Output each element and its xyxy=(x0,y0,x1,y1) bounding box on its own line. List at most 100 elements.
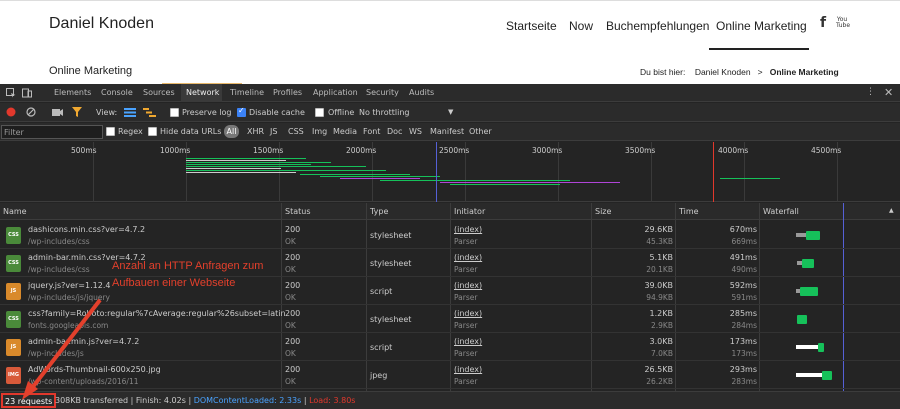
col-status[interactable]: Status xyxy=(285,207,311,216)
filter-css[interactable]: CSS xyxy=(288,127,304,136)
table-row[interactable]: IMG AdWords-Thumbnail-600x250.jpg /wp-co… xyxy=(0,361,900,389)
column-divider[interactable] xyxy=(759,203,760,391)
chevron-down-icon[interactable]: ▼ xyxy=(448,108,454,116)
regex-checkbox[interactable] xyxy=(106,127,115,136)
filter-all[interactable]: All xyxy=(224,125,239,138)
table-row[interactable]: CSS dashicons.min.css?ver=4.7.2 /wp-incl… xyxy=(0,221,900,249)
tab-application[interactable]: Application xyxy=(313,88,358,97)
col-time[interactable]: Time xyxy=(679,207,699,216)
tab-timeline[interactable]: Timeline xyxy=(230,88,265,97)
js-file-icon: JS xyxy=(6,283,21,300)
table-row[interactable]: CSS css?family=Roboto:regular%7cAverage:… xyxy=(0,305,900,333)
col-initiator[interactable]: Initiator xyxy=(454,207,486,216)
col-name[interactable]: Name xyxy=(3,207,27,216)
col-type[interactable]: Type xyxy=(370,207,389,216)
offline-checkbox[interactable] xyxy=(315,108,324,117)
col-waterfall[interactable]: Waterfall xyxy=(763,207,799,216)
request-bar xyxy=(186,172,296,173)
sort-arrow-icon[interactable]: ▲ xyxy=(889,207,894,214)
initiator-link[interactable]: (index) xyxy=(454,281,483,290)
initiator-link[interactable]: (index) xyxy=(454,253,483,262)
tab-network[interactable]: Network xyxy=(186,88,220,97)
timeline-overview[interactable]: 500ms 1000ms 1500ms 2000ms 2500ms 3000ms… xyxy=(0,142,900,202)
gridline xyxy=(651,142,652,202)
hide-data-urls-checkbox[interactable] xyxy=(148,127,157,136)
request-path: /wp-includes/css xyxy=(28,237,90,246)
nav-item-now[interactable]: Now xyxy=(569,19,594,33)
device-mode-icon[interactable] xyxy=(22,88,32,98)
youtube-icon[interactable]: You Tube xyxy=(836,16,851,29)
tick-label: 3000ms xyxy=(532,146,563,155)
column-divider[interactable] xyxy=(675,203,676,391)
tick-label: 1000ms xyxy=(160,146,191,155)
record-icon[interactable] xyxy=(6,107,16,117)
image-file-icon: IMG xyxy=(6,367,21,384)
col-size[interactable]: Size xyxy=(595,207,612,216)
time-total: 592ms xyxy=(729,281,757,290)
initiator-link[interactable]: (index) xyxy=(454,309,483,318)
size-resource: 20.1KB xyxy=(646,265,673,274)
nav-item-startseite[interactable]: Startseite xyxy=(506,19,557,33)
filter-img[interactable]: Img xyxy=(312,127,328,136)
tab-profiles[interactable]: Profiles xyxy=(273,88,303,97)
preserve-log-checkbox[interactable] xyxy=(170,108,179,117)
initiator-sub: Parser xyxy=(454,237,478,246)
size-resource: 2.9KB xyxy=(651,321,673,330)
status-text: OK xyxy=(285,293,296,302)
waterfall-wait-bar xyxy=(796,373,822,377)
initiator-sub: Parser xyxy=(454,293,478,302)
filter-js[interactable]: JS xyxy=(270,127,278,136)
size-resource: 94.9KB xyxy=(646,293,673,302)
tab-elements[interactable]: Elements xyxy=(54,88,92,97)
filter-manifest[interactable]: Manifest xyxy=(430,127,465,136)
facebook-icon[interactable]: f xyxy=(820,15,827,31)
annotation-line2: Aufbauen einer Webseite xyxy=(112,277,236,289)
filter-other[interactable]: Other xyxy=(469,127,492,136)
nav-item-buchempfehlungen[interactable]: Buchempfehlungen xyxy=(606,19,710,33)
disable-cache-checkbox[interactable] xyxy=(237,106,246,117)
column-divider[interactable] xyxy=(450,203,451,391)
table-row[interactable]: JS admin-bar.min.js?ver=4.7.2 /wp-includ… xyxy=(0,333,900,361)
column-divider[interactable] xyxy=(591,203,592,391)
request-name: admin-bar.min.css?ver=4.7.2 xyxy=(28,253,146,262)
throttling-select[interactable]: No throttling xyxy=(359,108,410,117)
time-latency: 490ms xyxy=(731,265,757,274)
initiator-link[interactable]: (index) xyxy=(454,365,483,374)
initiator-link[interactable]: (index) xyxy=(454,337,483,346)
request-name: dashicons.min.css?ver=4.7.2 xyxy=(28,225,146,234)
filter-xhr[interactable]: XHR xyxy=(247,127,265,136)
tab-console[interactable]: Console xyxy=(101,88,133,97)
tab-sources[interactable]: Sources xyxy=(143,88,175,97)
clear-icon[interactable] xyxy=(26,107,36,117)
column-divider[interactable] xyxy=(366,203,367,391)
devtools-panel: Elements Console Sources Network Timelin… xyxy=(0,84,900,409)
table-row[interactable]: CSS admin-bar.min.css?ver=4.7.2 /wp-incl… xyxy=(0,249,900,277)
column-divider[interactable] xyxy=(281,203,282,391)
breadcrumb-home[interactable]: Daniel Knoden xyxy=(694,67,751,77)
waterfall-view-icon[interactable] xyxy=(143,108,156,117)
filter-input[interactable]: Filter xyxy=(1,125,103,139)
site-logo[interactable]: Daniel Knoden xyxy=(49,15,154,32)
inspect-element-icon[interactable] xyxy=(6,88,16,98)
devtools-tabbar: Elements Console Sources Network Timelin… xyxy=(0,84,900,102)
gridline xyxy=(837,142,838,202)
more-options-icon[interactable]: ⋮ xyxy=(866,87,875,97)
filter-media[interactable]: Media xyxy=(333,127,358,136)
request-bar xyxy=(186,166,366,167)
filter-doc[interactable]: Doc xyxy=(387,127,403,136)
nav-active-underline xyxy=(709,48,809,50)
filter-icon[interactable] xyxy=(72,107,82,117)
tab-audits[interactable]: Audits xyxy=(409,88,435,97)
tab-security[interactable]: Security xyxy=(366,88,399,97)
filter-ws[interactable]: WS xyxy=(409,127,422,136)
initiator-link[interactable]: (index) xyxy=(454,225,483,234)
filter-font[interactable]: Font xyxy=(363,127,381,136)
table-row[interactable]: JS jquery.js?ver=1.12.4 /wp-includes/js/… xyxy=(0,277,900,305)
camera-icon[interactable] xyxy=(52,108,63,117)
status-code: 200 xyxy=(285,365,301,374)
large-rows-icon[interactable] xyxy=(124,108,136,117)
close-icon[interactable]: ✕ xyxy=(884,86,894,99)
nav-item-online-marketing[interactable]: Online Marketing xyxy=(716,19,807,33)
css-file-icon: CSS xyxy=(6,311,21,328)
